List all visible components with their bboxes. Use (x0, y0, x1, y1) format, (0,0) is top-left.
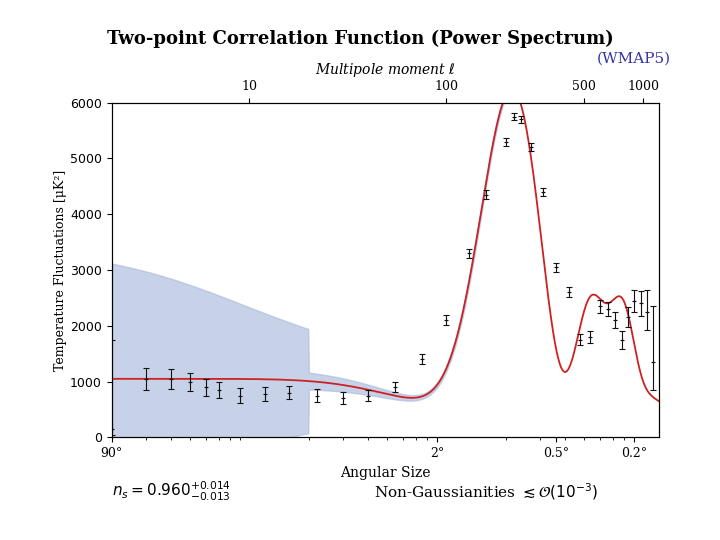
X-axis label: Multipole moment $\ell$: Multipole moment $\ell$ (315, 62, 456, 79)
Y-axis label: Temperature Fluctuations [μK²]: Temperature Fluctuations [μK²] (54, 170, 67, 370)
Text: (WMAP5): (WMAP5) (597, 51, 670, 65)
Text: Non-Gaussianities $\lesssim \mathcal{O}(10^{-3})$: Non-Gaussianities $\lesssim \mathcal{O}(… (374, 481, 598, 502)
X-axis label: Angular Size: Angular Size (340, 465, 431, 480)
Text: $n_s = 0.960^{+0.014}_{-0.013}$: $n_s = 0.960^{+0.014}_{-0.013}$ (112, 480, 230, 503)
Text: Two-point Correlation Function (Power Spectrum): Two-point Correlation Function (Power Sp… (107, 30, 613, 48)
